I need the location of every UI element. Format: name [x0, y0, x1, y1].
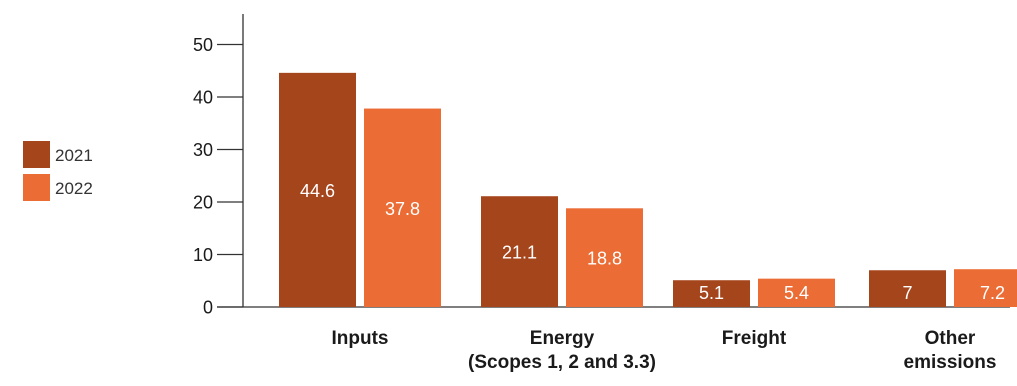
category-label: Freight: [722, 328, 787, 349]
y-tick-label: 50: [193, 35, 213, 55]
bar-value-label: 7: [902, 283, 912, 303]
bar-value-label: 5.1: [699, 283, 724, 303]
bar-2021-1: [481, 196, 558, 307]
category-label: Inputs: [332, 328, 389, 349]
legend-swatch-2021: [23, 141, 50, 168]
bar-value-label: 7.2: [980, 283, 1005, 303]
category-label: Energy: [530, 328, 595, 349]
bar-2021-2: [673, 280, 750, 307]
bar-value-label: 37.8: [385, 199, 420, 219]
y-tick-label: 0: [203, 298, 213, 318]
bar-value-label: 21.1: [502, 243, 537, 263]
bar-2021-3: [869, 270, 946, 307]
bar-value-label: 44.6: [300, 181, 335, 201]
legend-swatch-2022: [23, 174, 50, 201]
category-label: (Scopes 1, 2 and 3.3): [468, 352, 656, 373]
bar-value-label: 18.8: [587, 249, 622, 269]
bar-2022-3: [954, 269, 1017, 307]
bar-2021-0: [279, 72, 356, 307]
y-tick-label: 30: [193, 140, 213, 160]
y-tick-label: 40: [193, 88, 213, 108]
bar-2022-2: [758, 278, 835, 307]
legend-label: 2021: [55, 146, 93, 165]
y-tick-label: 20: [193, 193, 213, 213]
bar-2022-0: [364, 108, 441, 307]
category-label: emissions: [904, 352, 997, 373]
category-label: Other: [925, 328, 976, 349]
y-tick-label: 10: [193, 245, 213, 265]
bar-2022-1: [566, 208, 643, 307]
bar-value-label: 5.4: [784, 283, 809, 303]
legend-label: 2022: [55, 179, 93, 198]
